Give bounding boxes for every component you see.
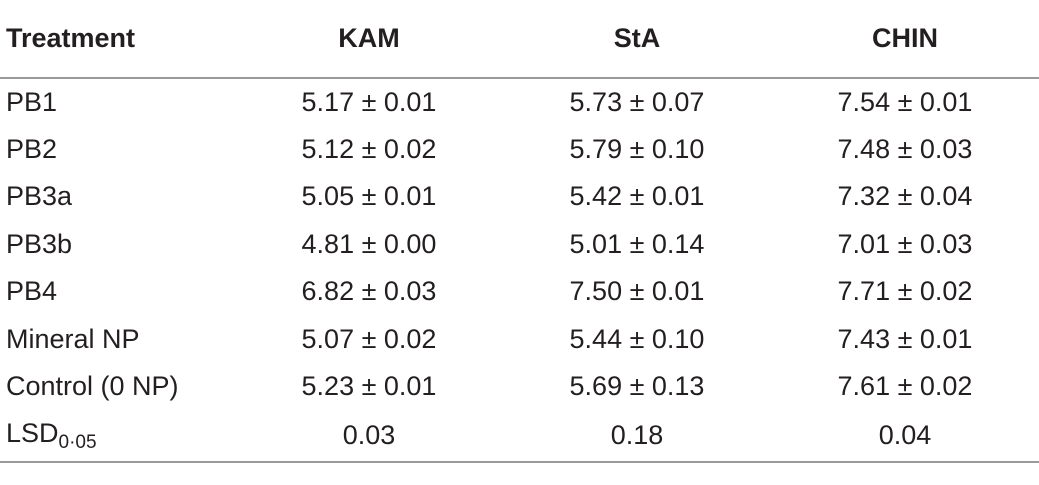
table-row: Mineral NP 5.07 ± 0.02 5.44 ± 0.10 7.43 … (0, 316, 1039, 364)
lsd-chin-cell: 0.04 (771, 410, 1039, 463)
treatment-cell: PB1 (6, 86, 58, 117)
chin-cell: 7.43 ± 0.01 (837, 323, 973, 354)
sta-cell: 5.42 ± 0.01 (569, 181, 705, 212)
table-row: PB3b 4.81 ± 0.00 5.01 ± 0.14 7.01 ± 0.03 (0, 221, 1039, 269)
table-row: PB1 5.17 ± 0.01 5.73 ± 0.07 7.54 ± 0.01 (0, 78, 1039, 126)
kam-cell: 4.81 ± 0.00 (301, 228, 437, 259)
chin-cell: 7.61 ± 0.02 (837, 371, 973, 402)
sta-cell: 7.50 ± 0.01 (569, 276, 705, 307)
treatment-cell: Mineral NP (6, 323, 140, 354)
chin-cell: 7.71 ± 0.02 (837, 276, 973, 307)
header-chin: CHIN (771, 0, 1039, 79)
sta-cell: 5.79 ± 0.10 (569, 133, 705, 164)
treatment-cell: PB3b (6, 228, 73, 259)
sta-cell: 5.69 ± 0.13 (569, 371, 705, 402)
treatment-cell: PB2 (6, 133, 58, 164)
lsd-kam-cell: 0.03 (235, 410, 503, 463)
sta-cell: 5.44 ± 0.10 (569, 323, 705, 354)
chin-cell: 7.48 ± 0.03 (837, 133, 973, 164)
kam-cell: 5.23 ± 0.01 (301, 371, 437, 402)
kam-cell: 5.17 ± 0.01 (301, 86, 437, 117)
chin-cell: 7.54 ± 0.01 (837, 86, 973, 117)
treatment-table: Treatment KAM StA CHIN PB1 5.17 ± 0.01 5… (0, 0, 1039, 463)
lsd-label-cell: LSD0·05 (0, 410, 235, 463)
sta-cell: 5.73 ± 0.07 (569, 86, 705, 117)
treatment-cell: Control (0 NP) (6, 371, 179, 402)
header-sta: StA (503, 0, 771, 79)
header-row: Treatment KAM StA CHIN (0, 0, 1039, 79)
table-row: Control (0 NP) 5.23 ± 0.01 5.69 ± 0.13 7… (0, 363, 1039, 411)
lsd-sta-cell: 0.18 (503, 410, 771, 463)
table-row: PB4 6.82 ± 0.03 7.50 ± 0.01 7.71 ± 0.02 (0, 268, 1039, 316)
table-row: PB3a 5.05 ± 0.01 5.42 ± 0.01 7.32 ± 0.04 (0, 173, 1039, 221)
lsd-row: LSD0·05 0.03 0.18 0.04 (0, 410, 1039, 463)
sta-cell: 5.01 ± 0.14 (569, 228, 705, 259)
treatment-cell: PB3a (6, 181, 73, 212)
kam-cell: 5.07 ± 0.02 (301, 323, 437, 354)
kam-cell: 5.05 ± 0.01 (301, 181, 437, 212)
treatment-cell: PB4 (6, 276, 58, 307)
header-treatment: Treatment (0, 0, 235, 79)
lsd-subscript: 0·05 (58, 431, 97, 453)
header-kam: KAM (235, 0, 503, 79)
table-row: PB2 5.12 ± 0.02 5.79 ± 0.10 7.48 ± 0.03 (0, 126, 1039, 174)
kam-cell: 5.12 ± 0.02 (301, 133, 437, 164)
lsd-label: LSD (6, 417, 59, 448)
chin-cell: 7.01 ± 0.03 (837, 228, 973, 259)
kam-cell: 6.82 ± 0.03 (301, 276, 437, 307)
chin-cell: 7.32 ± 0.04 (837, 181, 973, 212)
